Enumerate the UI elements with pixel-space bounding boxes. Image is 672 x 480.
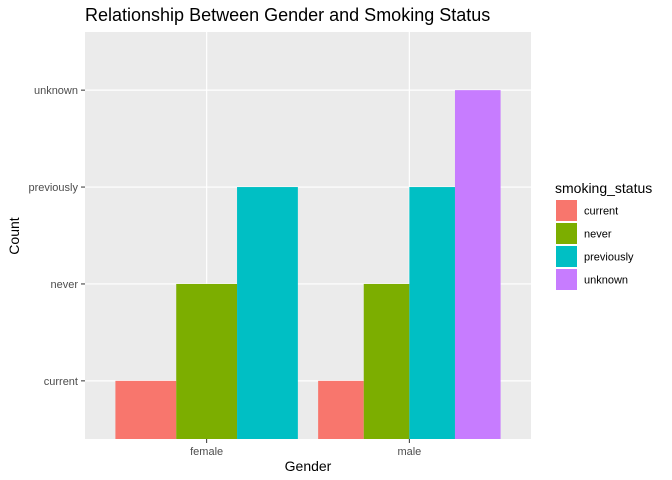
legend: smoking_status current never previously unk… [555, 180, 652, 290]
x-tick-label: female [190, 446, 223, 458]
legend-label: unknown [584, 275, 628, 287]
bar-female-never [176, 283, 238, 439]
bar-female-previously [237, 187, 298, 439]
bar-male-never [363, 283, 410, 439]
axis-ticks [81, 89, 410, 443]
bars [115, 90, 501, 440]
legend-label: never [584, 229, 612, 241]
bar-male-unknown [454, 90, 501, 440]
legend-key-current [556, 200, 577, 221]
x-tick-label: male [397, 446, 421, 458]
bar-male-current [318, 380, 364, 439]
legend-label: current [584, 206, 618, 218]
y-tick-label: unknown [34, 85, 78, 97]
legend-label: previously [584, 252, 634, 264]
x-axis-title: Gender [285, 458, 332, 474]
y-tick-label: previously [28, 182, 78, 194]
x-tick-labels: female male [190, 446, 421, 458]
bar-female-current [115, 380, 177, 439]
bar-male-previously [409, 187, 455, 439]
y-axis-title: Count [6, 217, 22, 254]
y-tick-label: never [50, 279, 78, 291]
legend-key-never [556, 223, 577, 244]
chart-title: Relationship Between Gender and Smoking … [85, 5, 490, 25]
legend-key-unknown [556, 269, 577, 290]
legend-key-previously [556, 246, 577, 267]
y-tick-label: current [44, 376, 78, 388]
legend-title: smoking_status [555, 180, 652, 196]
y-tick-labels: current never previously unknown [28, 85, 78, 388]
